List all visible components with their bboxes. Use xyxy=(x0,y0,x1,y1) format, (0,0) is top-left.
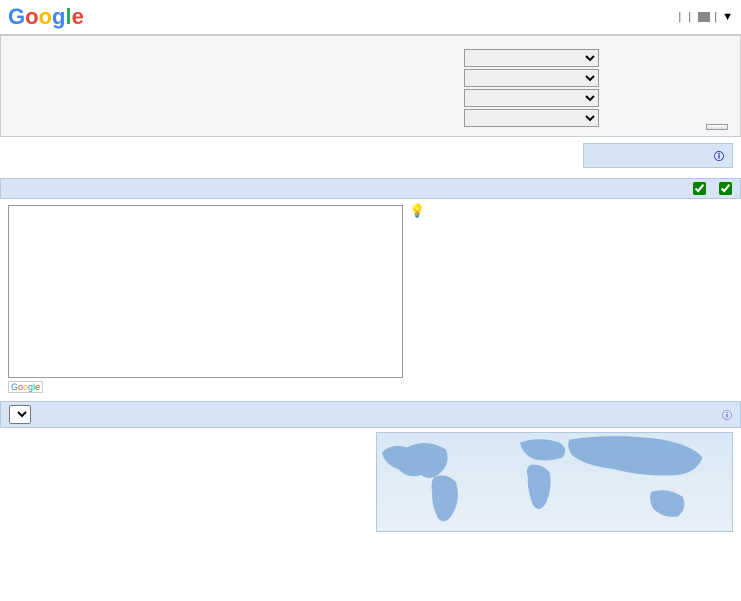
search-terms-section xyxy=(120,40,456,132)
results-header: ⓘ xyxy=(0,137,741,174)
search-button[interactable] xyxy=(706,124,728,130)
forecast-toggle[interactable] xyxy=(693,182,709,194)
totals-box: ⓘ xyxy=(583,143,733,168)
google-logo: Google xyxy=(8,4,84,30)
regional-section-bar: ⓘ xyxy=(0,401,741,428)
world-map[interactable] xyxy=(376,432,733,532)
logo: Google xyxy=(8,4,92,30)
chart-svg xyxy=(11,208,401,373)
help-icon[interactable]: ⓘ xyxy=(722,411,732,422)
help-icon[interactable]: ⓘ xyxy=(714,148,724,163)
headlines-panel: 💡 xyxy=(409,203,733,393)
compare-by-section xyxy=(5,40,120,132)
csv-icon xyxy=(698,12,710,22)
filter-category[interactable] xyxy=(464,109,599,127)
news-toggle[interactable] xyxy=(719,182,732,194)
regional-list xyxy=(8,432,368,532)
regional-term-select[interactable] xyxy=(9,405,31,424)
google-mini-logo: Google xyxy=(8,381,43,393)
interest-section-bar xyxy=(0,178,741,199)
config-panel xyxy=(0,35,741,137)
filter-search-type[interactable] xyxy=(464,49,599,67)
filter-section xyxy=(456,40,656,132)
filter-time[interactable] xyxy=(464,89,599,107)
regional-body xyxy=(0,428,741,536)
chart-area: Google 💡 xyxy=(0,199,741,397)
filter-location[interactable] xyxy=(464,69,599,87)
line-chart xyxy=(8,205,403,378)
header-links: | | | ▼ xyxy=(676,11,733,23)
header-bar: Google | | | ▼ xyxy=(0,0,741,35)
bulb-icon: 💡 xyxy=(409,203,425,219)
search-button-wrap xyxy=(656,40,736,132)
